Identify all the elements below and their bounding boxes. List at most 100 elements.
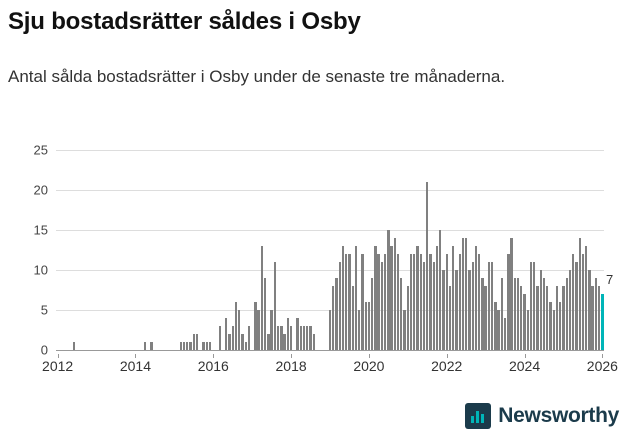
bar: [364, 302, 367, 350]
bar: [507, 254, 510, 350]
bar: [536, 286, 539, 350]
bar: [432, 262, 435, 350]
x-tick-mark: [524, 354, 526, 358]
bar: [270, 310, 273, 350]
bar: [406, 286, 409, 350]
bar: [267, 334, 270, 350]
bar: [312, 334, 315, 350]
bar: [228, 334, 231, 350]
bar: [439, 230, 442, 350]
bar: [189, 342, 192, 350]
x-tick-label: 2026: [586, 358, 618, 374]
bar: [516, 278, 520, 350]
y-tick-label: 0: [40, 342, 48, 358]
bar: [468, 270, 471, 350]
bar: [348, 254, 351, 350]
bar: [345, 254, 348, 350]
bar: [426, 182, 429, 350]
bar: [445, 254, 448, 350]
x-tick-mark: [368, 354, 370, 358]
bar: [387, 230, 390, 350]
bar: [594, 278, 598, 350]
bar: [396, 254, 400, 350]
bar: [422, 262, 426, 350]
bar: [568, 270, 572, 350]
bar: [400, 278, 403, 350]
x-axis: 2012 2014 2016 2018 2020 2022 2024 2026: [42, 354, 618, 378]
bar: [552, 310, 555, 350]
bar: [205, 342, 208, 350]
brand-name: Newsworthy: [498, 404, 619, 427]
bar: [520, 286, 523, 350]
bar: [442, 270, 445, 350]
x-tick-label: 2012: [42, 358, 74, 374]
newsworthy-logo: Newsworthy: [465, 403, 619, 429]
bar: [484, 286, 487, 350]
bar: [529, 262, 533, 350]
y-tick-label: 5: [40, 302, 48, 318]
bar: [393, 238, 396, 350]
bar-chart: 0 5 10 15 20 25 2012 2014 2016 2018 2020 2022 2024 2…: [0, 140, 631, 390]
bar: [338, 262, 341, 350]
bar: [241, 334, 244, 350]
bar: [273, 262, 277, 350]
bar: [186, 342, 189, 350]
bar: [208, 342, 212, 350]
bar: [601, 294, 604, 350]
bar: [361, 254, 364, 350]
y-tick-label: 10: [33, 262, 48, 278]
bar: [257, 310, 260, 350]
bar: [380, 262, 384, 350]
bar: [150, 342, 153, 350]
y-axis: 0 5 10 15 20 25: [0, 143, 48, 358]
bar: [448, 286, 452, 350]
bar: [231, 326, 234, 350]
bar: [490, 262, 494, 350]
bar: [286, 318, 289, 350]
gridline: [56, 230, 604, 231]
bar: [367, 302, 371, 350]
x-tick-label: 2018: [275, 358, 307, 374]
y-tick-label: 20: [33, 182, 48, 198]
bar: [260, 246, 264, 350]
x-tick-mark: [213, 354, 215, 358]
bar: [225, 318, 228, 350]
bar: [383, 254, 387, 350]
bar: [296, 318, 299, 350]
bar: [523, 294, 526, 350]
bar: [218, 326, 221, 350]
bar: [494, 302, 497, 350]
bar: [572, 254, 575, 350]
bar: [559, 302, 562, 350]
bar: [413, 254, 416, 350]
bar: [299, 326, 302, 350]
bar: [458, 254, 461, 350]
x-tick-label: 2014: [119, 358, 152, 374]
bar: [289, 326, 293, 350]
bar: [597, 286, 601, 350]
bar: [179, 342, 182, 350]
bar: [280, 326, 283, 350]
chart-subtitle: Antal sålda bostadsrätter i Osby under d…: [8, 67, 506, 86]
x-tick-mark: [291, 354, 293, 358]
bar: [510, 238, 513, 350]
bar: [497, 310, 500, 350]
bar: [328, 310, 332, 350]
bar: [562, 286, 565, 350]
bar: [192, 334, 195, 350]
bar: [332, 286, 335, 350]
bar: [419, 254, 422, 350]
bar: [351, 286, 354, 350]
bar: [539, 270, 542, 350]
bar: [429, 254, 432, 350]
bar: [182, 342, 186, 350]
bar: [526, 310, 529, 350]
bar: [474, 246, 478, 350]
bar: [283, 334, 286, 350]
bar: [549, 302, 552, 350]
x-tick-label: 2020: [353, 358, 385, 374]
bar: [335, 278, 338, 350]
bar: [195, 334, 199, 350]
x-tick-label: 2022: [431, 358, 463, 374]
